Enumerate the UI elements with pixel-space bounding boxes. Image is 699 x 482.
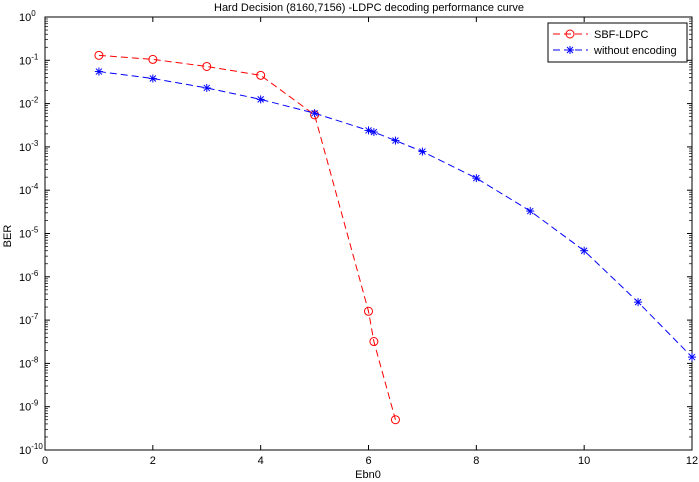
data-point-sbf-ldpc bbox=[390, 415, 400, 425]
y-tick-exponent: -1 bbox=[31, 52, 39, 61]
x-tick-label: 8 bbox=[473, 455, 479, 467]
data-point-without-encoding bbox=[418, 147, 427, 156]
x-tick-label: 10 bbox=[578, 455, 590, 467]
y-axis: 100 10-1 10-2 10-3 10-4 10-5 10-6 10-7 10-8 10-9 1… bbox=[19, 9, 692, 457]
data-point-without-encoding bbox=[310, 109, 319, 118]
y-tick-exponent: -4 bbox=[31, 182, 39, 191]
y-tick-label: 10-9 bbox=[19, 399, 39, 414]
data-point-without-encoding bbox=[256, 95, 265, 104]
y-tick-exponent: -6 bbox=[31, 269, 39, 278]
y-tick-exponent: -7 bbox=[31, 312, 39, 321]
y-tick-label: 10-5 bbox=[19, 226, 39, 241]
legend: SBF-LDPC without encoding bbox=[547, 22, 688, 63]
y-tick-exponent: -2 bbox=[31, 96, 39, 105]
x-axis-label: Ebn0 bbox=[355, 469, 381, 481]
legend-box bbox=[547, 22, 688, 63]
y-axis-label: BER bbox=[2, 225, 14, 248]
y-tick-exponent: -5 bbox=[31, 226, 39, 235]
data-point-sbf-ldpc bbox=[369, 337, 379, 347]
data-point-without-encoding bbox=[391, 136, 400, 145]
y-tick-exponent: -10 bbox=[31, 442, 43, 451]
data-point-without-encoding bbox=[94, 67, 103, 76]
y-tick-label: 10-1 bbox=[19, 52, 39, 67]
y-tick-label: 10-2 bbox=[19, 96, 39, 111]
data-point-sbf-ldpc bbox=[148, 54, 158, 64]
data-point-without-encoding bbox=[369, 128, 378, 137]
data-point-without-encoding bbox=[472, 174, 481, 183]
data-point-sbf-ldpc bbox=[364, 306, 373, 316]
y-tick-label: 10-7 bbox=[19, 312, 39, 327]
y-tick-exponent: -3 bbox=[31, 139, 39, 148]
y-tick-label: 10-4 bbox=[19, 182, 39, 197]
y-tick-exponent: -9 bbox=[31, 399, 39, 408]
series-without-encoding bbox=[94, 67, 696, 362]
x-tick-label: 6 bbox=[365, 455, 371, 467]
legend-item-without-encoding: without encoding bbox=[553, 45, 677, 57]
data-point-sbf-ldpc bbox=[256, 70, 266, 80]
x-tick-label: 0 bbox=[42, 455, 48, 467]
data-point-without-encoding bbox=[364, 126, 373, 135]
data-point-without-encoding bbox=[202, 83, 211, 92]
y-tick-label: 10-6 bbox=[19, 269, 39, 284]
data-point-without-encoding bbox=[526, 207, 535, 216]
x-tick-label: 4 bbox=[258, 455, 264, 467]
y-tick-exponent: -8 bbox=[31, 355, 39, 364]
data-point-sbf-ldpc bbox=[94, 50, 104, 60]
y-tick-label: 10-10 bbox=[19, 442, 43, 457]
series-layer bbox=[94, 50, 696, 425]
legend-label: without encoding bbox=[593, 45, 677, 57]
data-point-without-encoding bbox=[580, 246, 589, 255]
series-sbf-ldpc bbox=[94, 50, 400, 425]
data-point-without-encoding bbox=[634, 298, 643, 307]
legend-marker bbox=[566, 46, 574, 54]
chart-title: Hard Decision (8160,7156) -LDPC decoding… bbox=[214, 2, 524, 14]
data-point-without-encoding bbox=[148, 74, 157, 83]
y-tick-label: 100 bbox=[19, 9, 36, 24]
data-point-without-encoding bbox=[688, 353, 696, 362]
x-tick-label: 12 bbox=[686, 455, 698, 467]
plot-area bbox=[44, 16, 693, 451]
legend-label: SBF-LDPC bbox=[594, 29, 648, 41]
x-tick-label: 2 bbox=[150, 455, 156, 467]
legend-item-sbf-ldpc: SBF-LDPC bbox=[553, 29, 648, 41]
y-tick-exponent: 0 bbox=[31, 9, 36, 18]
legend-marker bbox=[565, 29, 575, 39]
x-axis: 0 2 4 6 8 10 12 bbox=[42, 17, 698, 467]
data-point-sbf-ldpc bbox=[202, 61, 212, 71]
y-tick-label: 10-8 bbox=[19, 355, 39, 370]
y-tick-label: 10-3 bbox=[19, 139, 39, 154]
